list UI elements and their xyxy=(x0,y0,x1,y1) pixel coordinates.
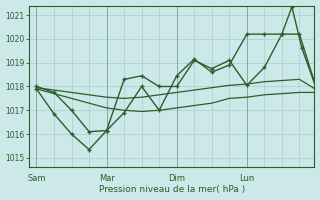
X-axis label: Pression niveau de la mer( hPa ): Pression niveau de la mer( hPa ) xyxy=(99,185,245,194)
